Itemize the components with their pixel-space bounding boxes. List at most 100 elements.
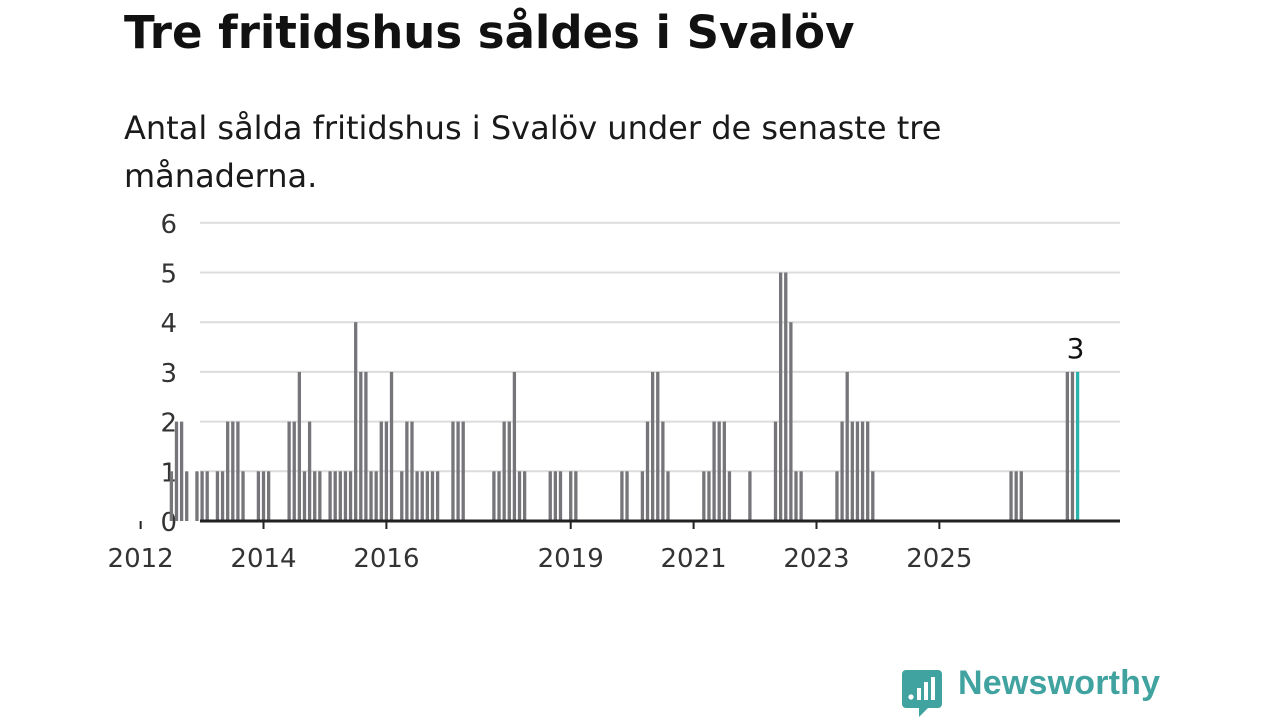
- bar: [369, 471, 373, 521]
- bar: [845, 371, 849, 521]
- bar: [1070, 371, 1075, 521]
- bar: [318, 471, 322, 521]
- bar: [195, 471, 199, 521]
- bar: [215, 471, 220, 521]
- bar: [548, 471, 552, 521]
- bar: [179, 421, 184, 521]
- y-axis-ticks: 0 1 2 3 4 5 6: [160, 210, 177, 538]
- bar: [773, 421, 778, 521]
- bar: [1065, 371, 1070, 521]
- x-tick-label: 2012: [108, 544, 174, 574]
- bar: [502, 421, 506, 521]
- bar: [522, 471, 527, 521]
- bar: [645, 421, 650, 521]
- bar: [794, 471, 798, 521]
- y-tick-label: 6: [160, 210, 177, 240]
- bar: [866, 421, 870, 521]
- bars: [169, 272, 1080, 521]
- bar: [569, 471, 573, 521]
- bar: [512, 371, 517, 521]
- bar: [553, 471, 558, 521]
- bar: [261, 471, 266, 521]
- bar: [1019, 471, 1023, 521]
- bar: [420, 471, 424, 521]
- x-tick-label: 2025: [906, 544, 972, 574]
- bar: [430, 471, 435, 521]
- bar: [707, 471, 711, 521]
- bar-chart: 0 1 2 3 4 5 6 2012 2014 2016 2019 2021 2023 2025 3: [108, 210, 1120, 574]
- bar: [712, 421, 716, 521]
- bar: [517, 471, 522, 521]
- bar: [507, 421, 511, 521]
- y-tick-label: 5: [160, 260, 177, 290]
- bar: [328, 471, 332, 521]
- bar: [241, 471, 245, 521]
- x-axis-ticks: 2012 2014 2016 2019 2021 2023 2025: [108, 521, 972, 574]
- bar: [384, 421, 389, 521]
- bar: [435, 471, 440, 521]
- bar: [302, 471, 307, 521]
- bar: [850, 421, 854, 521]
- bar: [860, 421, 865, 521]
- bar: [343, 471, 348, 521]
- bar: [789, 322, 793, 521]
- bar: [333, 471, 337, 521]
- bar: [364, 371, 368, 521]
- x-tick-label: 2014: [230, 544, 296, 574]
- bar: [656, 371, 660, 521]
- bar: [236, 421, 240, 521]
- bar: [871, 471, 875, 521]
- bar: [405, 421, 409, 521]
- bar: [410, 421, 414, 521]
- x-tick-label: 2021: [661, 544, 727, 574]
- bar: [1009, 471, 1013, 521]
- y-tick-label: 1: [160, 458, 177, 488]
- bar: [1014, 471, 1018, 521]
- y-tick-label: 4: [160, 309, 177, 339]
- bar: [292, 421, 296, 521]
- y-tick-label: 2: [160, 409, 177, 439]
- bar: [297, 371, 302, 521]
- bar-highlight: [1075, 371, 1080, 521]
- bar: [185, 471, 189, 521]
- newsworthy-logo: Newsworthy: [902, 664, 1160, 720]
- y-tick-label: 0: [160, 508, 177, 538]
- chart-subtitle: Antal sålda fritidshus i Svalöv under de…: [124, 109, 942, 195]
- bar: [415, 471, 419, 521]
- gridlines: [200, 221, 1120, 473]
- bar: [558, 471, 563, 521]
- bar: [497, 471, 501, 521]
- bar: [625, 471, 629, 521]
- bar: [666, 471, 670, 521]
- bar: [220, 471, 225, 521]
- bar: [400, 471, 404, 521]
- bar: [574, 471, 578, 521]
- bar: [425, 471, 430, 521]
- highlight-value-label: 3: [1067, 332, 1085, 365]
- x-tick-label: 2019: [538, 544, 604, 574]
- bar: [456, 421, 460, 521]
- bar: [722, 421, 726, 521]
- x-tick-label: 2016: [353, 544, 419, 574]
- bar: [338, 471, 342, 521]
- bar: [379, 421, 383, 521]
- bar: [354, 322, 358, 521]
- bar: [374, 471, 378, 521]
- bar: [840, 421, 844, 521]
- bar: [640, 471, 645, 521]
- bar: [231, 421, 235, 521]
- bar: [702, 471, 706, 521]
- bar: [727, 471, 732, 521]
- bar: [226, 421, 230, 521]
- bar: [307, 421, 312, 521]
- bar: [389, 371, 394, 521]
- bar: [661, 421, 665, 521]
- x-tick-label: 2023: [783, 544, 849, 574]
- bar: [650, 371, 655, 521]
- newsworthy-logo-icon: [902, 670, 942, 717]
- bar: [492, 471, 496, 521]
- bar: [174, 421, 179, 521]
- bar: [205, 471, 209, 521]
- bar: [313, 471, 317, 521]
- bar: [287, 421, 291, 521]
